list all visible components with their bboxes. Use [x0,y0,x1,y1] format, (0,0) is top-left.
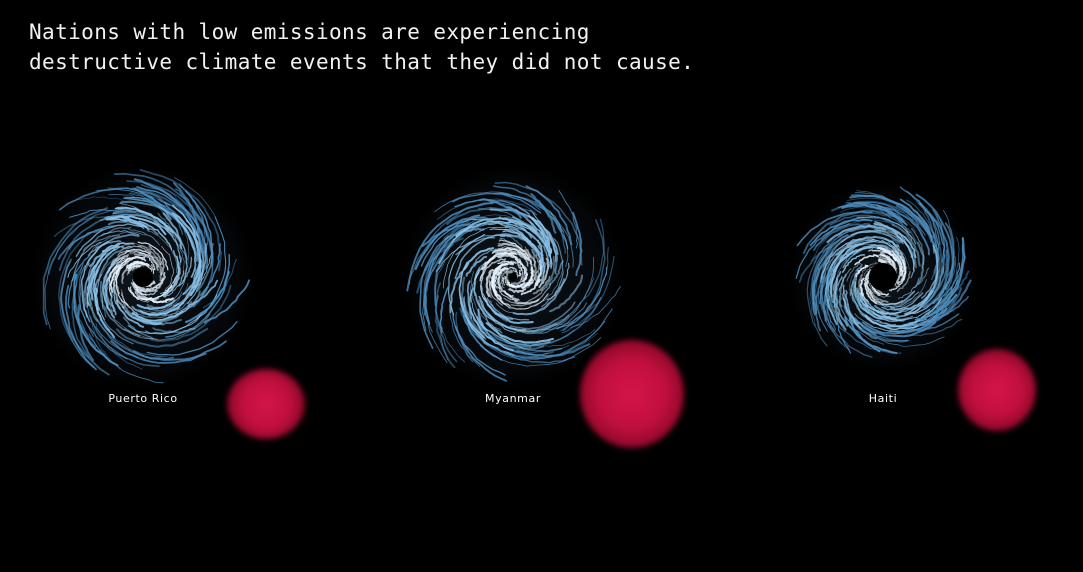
country-label-haiti: Haiti [868,392,898,405]
headline-line-1: Nations with low emissions are experienc… [29,20,590,44]
emissions-blob-icon [580,340,684,448]
country-label-puerto-rico: Puerto Rico [108,392,178,405]
headline: Nations with low emissions are experienc… [29,17,694,77]
emissions-blob-icon [958,349,1036,431]
emissions-blob-icon [227,369,305,439]
hurricane-swirl-icon [25,159,261,395]
hurricane-swirl-icon [395,159,631,395]
headline-line-2: destructive climate events that they did… [29,50,695,74]
country-label-myanmar: Myanmar [485,392,541,405]
hurricane-swirl-icon [783,177,983,377]
